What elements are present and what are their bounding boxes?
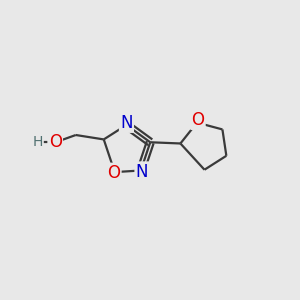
Text: O: O <box>49 134 62 152</box>
Text: O: O <box>191 111 204 129</box>
Text: O: O <box>107 164 120 182</box>
Text: H: H <box>32 135 43 149</box>
Text: N: N <box>120 114 133 132</box>
Text: N: N <box>136 163 148 181</box>
